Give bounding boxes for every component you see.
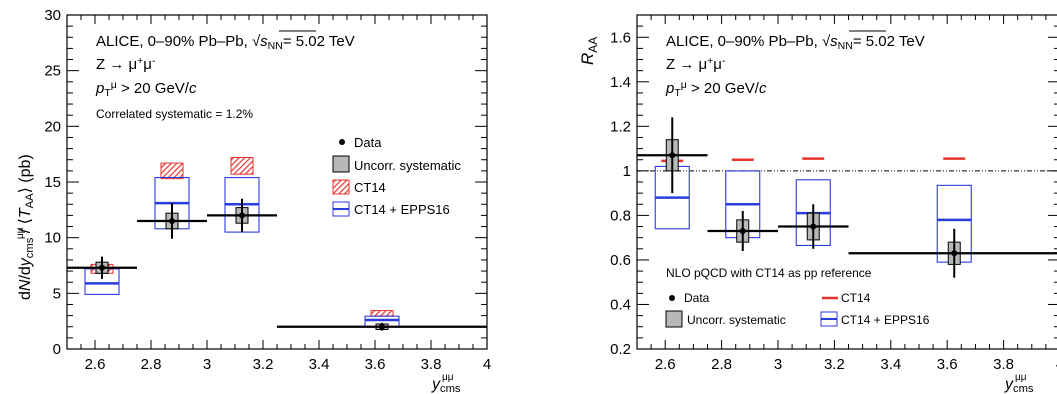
x-tick-label: 3.8 (993, 356, 1014, 373)
x-tick-label: 3.8 (421, 356, 442, 373)
x-axis-title-sup: μμ (1015, 372, 1027, 383)
y-tick-label: 0.8 (610, 207, 631, 224)
y-tick-label: 20 (44, 118, 61, 135)
y-tick-label: 0.4 (610, 296, 631, 313)
y-tick-label: 0.2 (610, 341, 631, 358)
y-tick-label: 25 (44, 63, 61, 80)
x-tick-label: 2.6 (85, 356, 106, 373)
legend-epps16-label: CT14 + EPPS16 (841, 313, 930, 327)
legend-syst-box (665, 310, 683, 328)
x-tick-label: 4 (1056, 356, 1057, 373)
annotation-pt-cut: pTμ > 20 GeV/c (95, 79, 197, 99)
y-axis-title: RAA (578, 37, 600, 65)
data-point (379, 323, 385, 330)
left-panel: 2.6 2.8 3 3.2 3.4 3.6 3.8 4 0 5 10 15 20 25 30 ALICE, 0… (15, 7, 491, 394)
y-axis-title-sup: μμ (15, 227, 26, 239)
legend-data-label: Data (684, 291, 710, 305)
legend-syst-label: Uncorr. systematic (687, 313, 786, 327)
y-axis-title: dN/dycms / ⟨TAA⟩ (pb) (17, 154, 36, 300)
annotation-correlated-syst: Correlated systematic = 1.2% (96, 107, 253, 121)
y-tick-label: 0 (53, 341, 61, 358)
annotation-nlo: NLO pQCD with CT14 as pp reference (666, 266, 872, 280)
data-point (739, 227, 746, 234)
legend-epps16-label: CT14 + EPPS16 (354, 202, 450, 217)
y-tick-label: 1.2 (610, 118, 631, 135)
x-tick-label: 2.6 (655, 356, 676, 373)
x-tick-label: 3.2 (253, 356, 274, 373)
data-point (951, 250, 958, 257)
y-tick-label: 10 (44, 230, 61, 247)
x-tick-label: 2.8 (141, 356, 162, 373)
annotation-experiment: ALICE, 0–90% Pb–Pb, √sNN= 5.02 TeV (666, 33, 925, 52)
legend-data-marker (339, 139, 345, 145)
y-tick-label: 1 (623, 163, 631, 180)
right-panel: 2.6 2.8 3 3.2 3.4 3.6 3.8 4 0.2 0.4 0.6 0.8 1 1.2 1.4 1… (578, 14, 1057, 394)
ct14-band (160, 162, 184, 180)
data-point (239, 212, 245, 219)
legend-ct14-label: CT14 (841, 291, 871, 305)
annotation-channel: Z → μ+μ- (96, 55, 156, 73)
y-tick-label: 30 (44, 7, 61, 24)
y-tick-label: 1.4 (610, 74, 631, 91)
legend-data-marker (669, 295, 675, 301)
legend-syst-box (332, 155, 350, 173)
x-axis-title: ycms (431, 376, 461, 394)
x-tick-label: 4 (483, 356, 491, 373)
y-tick-label: 15 (44, 174, 61, 191)
y-tick-label: 0.6 (610, 252, 631, 269)
data-point (169, 217, 175, 224)
x-tick-label: 3.4 (880, 356, 901, 373)
annotation-experiment: ALICE, 0–90% Pb–Pb, √sNN= 5.02 TeV (96, 33, 355, 52)
x-tick-label: 3.2 (824, 356, 845, 373)
x-tick-label: 3.4 (309, 356, 330, 373)
ct14-band (370, 310, 394, 317)
data-point (99, 264, 105, 271)
legend-ct14-label: CT14 (354, 180, 386, 195)
legend-ct14-box (332, 179, 350, 195)
x-axis-title-sup: μμ (442, 372, 454, 383)
y-tick-label: 5 (53, 285, 61, 302)
x-tick-label: 3.6 (365, 356, 386, 373)
legend-data-label: Data (354, 135, 382, 150)
legend-syst-label: Uncorr. systematic (354, 158, 461, 173)
annotation-channel: Z → μ+μ- (666, 55, 726, 73)
y-tick-label: 1.6 (610, 29, 631, 46)
data-point (669, 152, 676, 159)
x-tick-label: 3 (203, 356, 211, 373)
ct14-band (230, 157, 254, 175)
annotation-pt-cut: pTμ > 20 GeV/c (665, 79, 767, 99)
x-axis-title: ycms (1004, 376, 1034, 394)
x-tick-label: 3.6 (937, 356, 958, 373)
data-point (810, 223, 817, 230)
x-tick-label: 2.8 (711, 356, 732, 373)
x-tick-label: 3 (774, 356, 782, 373)
